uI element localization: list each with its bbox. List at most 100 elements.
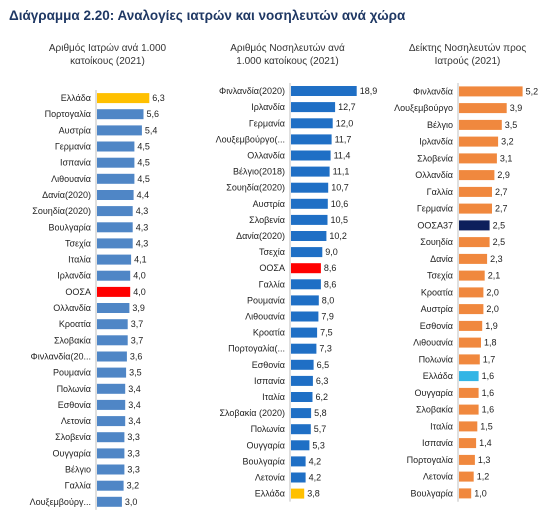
chart-3-category-label: Ιρλανδία xyxy=(419,137,453,147)
chart-3-value-label: 1,9 xyxy=(485,321,498,331)
chart-3-category-label: Βουλγαρία xyxy=(411,488,453,498)
chart-1-category-label: Ουγγαρία xyxy=(53,448,91,458)
chart-2-value-label: 8,0 xyxy=(322,295,335,305)
chart-2-value-label: 7,3 xyxy=(319,344,332,354)
chart-1-bar xyxy=(97,480,124,491)
chart-1-value-label: 3,4 xyxy=(128,416,141,426)
chart-1-category-label: Δανία(2020) xyxy=(42,190,91,200)
chart-3-category-label: Λιθουανία xyxy=(413,338,453,348)
chart-2-title: Αριθμός Νοσηλευτών ανά 1.000 κατοίκους (… xyxy=(230,43,345,67)
chart-1-value-label: 3,7 xyxy=(131,319,144,329)
chart-3-value-label: 1,2 xyxy=(477,472,490,482)
chart-1-value-label: 4,3 xyxy=(136,222,149,232)
chart-1-bar xyxy=(97,270,131,281)
chart-3-value-label: 2,1 xyxy=(488,271,501,281)
chart-3-value-label: 1,3 xyxy=(478,455,491,465)
chart-3-bar xyxy=(459,387,479,398)
chart-1-category-label: Φινλανδία(20... xyxy=(31,352,91,362)
chart-3-category-label: Γαλλία xyxy=(427,187,453,197)
chart-2-value-label: 9,0 xyxy=(325,247,338,257)
chart-3-category-label: Κροατία xyxy=(421,287,453,297)
chart-2-bar xyxy=(291,102,336,113)
chart-2-category-label: Πολωνία xyxy=(251,424,285,434)
chart-3-bar xyxy=(459,320,483,331)
chart-1-category-label: Εσθονία xyxy=(58,400,91,410)
chart-1-bar xyxy=(97,351,127,362)
chart-2-bar xyxy=(291,166,330,177)
chart-1-value-label: 3,0 xyxy=(125,497,138,507)
chart-2-value-label: 7,9 xyxy=(321,312,334,322)
chart-1-value-label: 3,5 xyxy=(129,368,142,378)
chart-1-bar xyxy=(97,93,150,104)
chart-1-bar xyxy=(97,496,122,507)
chart-1-bar xyxy=(97,238,133,249)
chart-1-category-label: Ρουμανία xyxy=(53,368,91,378)
chart-3-value-label: 1,4 xyxy=(479,438,492,448)
chart-1-category-label: Λουξεμβούργ... xyxy=(30,497,91,507)
chart-1-value-label: 4,1 xyxy=(134,255,147,265)
chart-2-category-label: Ιρλανδία xyxy=(251,102,285,112)
chart-1-bar xyxy=(97,125,142,136)
chart-2-category-label: Αυστρία xyxy=(253,199,285,209)
chart-3-value-label: 1,5 xyxy=(480,421,493,431)
chart-2-value-label: 11,4 xyxy=(334,151,351,161)
chart-3-value-label: 2,5 xyxy=(493,237,506,247)
chart-3-bar xyxy=(459,253,488,264)
chart-3-bar xyxy=(459,170,495,181)
chart-1-category-label: Κροατία xyxy=(59,319,91,329)
chart-2-category-label: Λουξεμβούργο(... xyxy=(216,134,285,144)
chart-2-value-label: 6,5 xyxy=(317,360,330,370)
chart-1-bar xyxy=(97,222,133,233)
chart-3-bar xyxy=(459,454,475,465)
chart-1-category-label: Ισπανία xyxy=(60,158,91,168)
chart-3-value-label: 1,6 xyxy=(482,405,495,415)
chart-3-category-label: Αυστρία xyxy=(421,304,453,314)
chart-1-value-label: 3,7 xyxy=(131,335,144,345)
chart-1-category-label: Σλοβακία xyxy=(54,335,91,345)
chart-2-category-label: Τσεχία xyxy=(259,247,285,257)
chart-2-category-label: Ελλάδα xyxy=(255,489,285,499)
chart-3-title: Δείκτης Νοσηλευτών προς Ιατρούς (2021) xyxy=(408,43,527,67)
chart-1-category-label: Βουλγαρία xyxy=(49,222,91,232)
chart-3-category-label: Ουγγαρία xyxy=(415,388,453,398)
chart-1-value-label: 3,4 xyxy=(128,400,141,410)
chart-2-value-label: 7,5 xyxy=(320,328,333,338)
chart-2-value-label: 5,8 xyxy=(314,408,327,418)
chart-3-value-label: 2,7 xyxy=(495,187,508,197)
chart-1-category-label: ΟΟΣΑ xyxy=(65,287,91,297)
chart-3-bar xyxy=(459,270,485,281)
chart-1-bar xyxy=(97,432,125,443)
chart-3-bar xyxy=(459,237,490,248)
chart-2-bar xyxy=(291,440,310,451)
chart-1-category-label: Ιρλανδία xyxy=(57,271,91,281)
chart-2-value-label: 18,9 xyxy=(360,86,378,96)
chart-2-value-label: 5,7 xyxy=(314,424,327,434)
chart-1-bar xyxy=(97,303,130,313)
chart-3-bar xyxy=(459,119,502,130)
chart-2-bar xyxy=(291,327,318,338)
chart-1-category-label: Γερμανία xyxy=(55,142,91,152)
chart-3-category-label: Φινλανδία xyxy=(413,86,453,96)
chart-3-bar xyxy=(459,103,507,114)
chart-3-category-label: Τσεχία xyxy=(427,271,453,281)
chart-3-category-label: Ολλανδία xyxy=(415,170,453,180)
chart-1-bar xyxy=(97,286,131,297)
chart-1-bar xyxy=(97,319,128,330)
chart-2-value-label: 12,0 xyxy=(336,118,354,128)
chart-2-category-label: Γερμανία xyxy=(249,118,285,128)
chart-1-bar xyxy=(97,157,135,168)
chart-2-bar xyxy=(291,408,312,419)
chart-2-bar xyxy=(291,86,357,96)
chart-2-category-label: Σλοβενία xyxy=(249,215,285,225)
chart-1-value-label: 4,0 xyxy=(133,287,146,297)
chart-1-value-label: 4,4 xyxy=(137,190,150,200)
chart-2-value-label: 10,5 xyxy=(331,215,349,225)
chart-2-category-label: Σουηδία(2020) xyxy=(226,183,285,193)
chart-3-category-label: Πορτογαλία xyxy=(407,455,453,465)
chart-1-value-label: 4,5 xyxy=(137,142,150,152)
chart-3-bar xyxy=(459,287,484,298)
chart-2-bar xyxy=(291,150,331,161)
chart-2-bar xyxy=(291,392,313,402)
chart-2-value-label: 5,3 xyxy=(312,440,325,450)
chart-2-value-label: 8,6 xyxy=(324,279,337,289)
